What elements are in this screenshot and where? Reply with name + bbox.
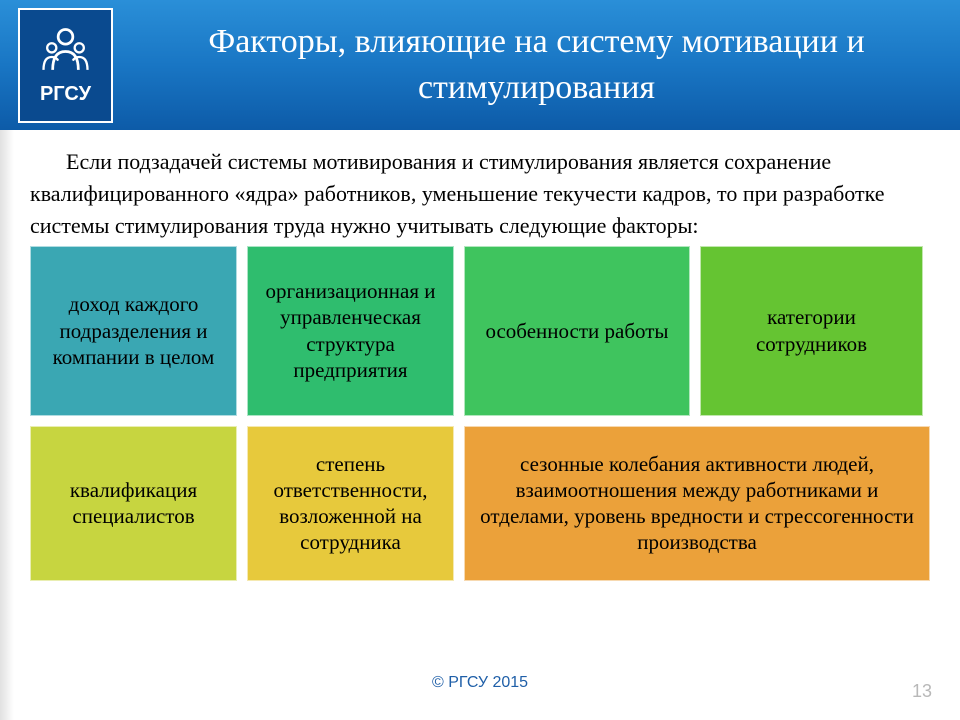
footer-copyright: © РГСУ 2015: [432, 674, 528, 692]
slide-title: Факторы, влияющие на систему мотивации и…: [113, 19, 960, 111]
logo-label: РГСУ: [40, 83, 91, 106]
factor-card: доход каждого подразделения и компании в…: [30, 246, 237, 416]
logo-box: РГСУ: [18, 8, 113, 123]
factor-card: особенности работы: [464, 246, 690, 416]
people-icon: [38, 24, 93, 79]
factor-card: степень ответственности, возложенной на …: [247, 426, 454, 581]
body-area: Если подзадачей системы мотивирования и …: [0, 130, 960, 581]
factor-card: категории сотрудников: [700, 246, 923, 416]
factor-card: организационная и управленческая структу…: [247, 246, 454, 416]
factors-row-1: доход каждого подразделения и компании в…: [30, 246, 930, 416]
factors-row-2: квалификация специалистов степень ответс…: [30, 426, 930, 581]
intro-paragraph: Если подзадачей системы мотивирования и …: [30, 146, 930, 242]
factor-card: сезонные колебания активности людей, вза…: [464, 426, 930, 581]
factors-grid: доход каждого подразделения и компании в…: [30, 246, 930, 581]
header-bar: РГСУ Факторы, влияющие на систему мотива…: [0, 0, 960, 130]
factor-card: квалификация специалистов: [30, 426, 237, 581]
page-number: 13: [912, 681, 932, 702]
